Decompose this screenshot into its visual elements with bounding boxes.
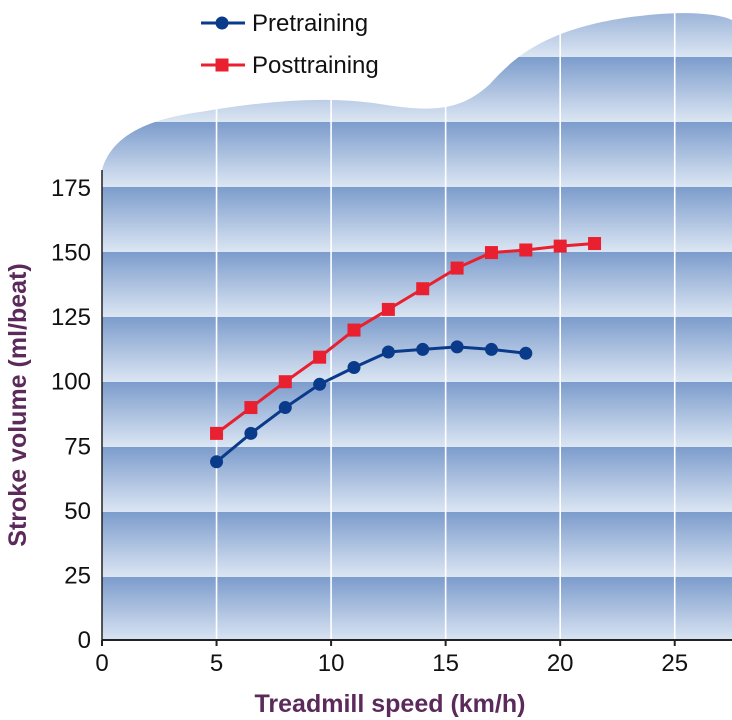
y-tick-label: 175 <box>51 175 91 202</box>
data-point-posttraining <box>416 282 430 296</box>
data-point-posttraining <box>484 246 498 260</box>
data-point-posttraining <box>210 426 224 440</box>
legend-item-posttraining: Posttraining <box>201 52 379 79</box>
x-tick-label: 0 <box>95 650 108 677</box>
data-point-posttraining <box>450 261 464 275</box>
data-point-pretraining <box>450 340 464 354</box>
y-tick-label: 100 <box>51 369 91 396</box>
y-tick-label: 50 <box>64 498 91 525</box>
data-point-posttraining <box>588 237 602 251</box>
tick-labels: 0 25 50 75 100 125 150 175 0 5 10 15 20 25 <box>51 175 688 677</box>
legend-label: Pretraining <box>252 10 368 37</box>
y-tick-label: 25 <box>64 562 91 589</box>
data-point-posttraining <box>313 350 327 364</box>
legend-marker <box>215 58 229 72</box>
x-tick-label: 5 <box>210 650 223 677</box>
data-point-pretraining <box>244 426 258 440</box>
plot-background <box>102 13 732 640</box>
axes <box>101 170 732 646</box>
series-line-pretraining <box>215 345 526 463</box>
series-posttraining <box>210 237 602 440</box>
data-point-posttraining <box>278 375 292 389</box>
data-point-posttraining <box>347 323 361 337</box>
data-point-pretraining <box>519 346 533 360</box>
y-tick-label: 125 <box>51 304 91 331</box>
legend-item-pretraining: Pretraining <box>201 10 368 37</box>
data-point-pretraining <box>210 455 224 469</box>
legend-marker <box>215 16 229 30</box>
series-pretraining <box>210 340 533 469</box>
series-layer <box>210 237 602 469</box>
data-point-pretraining <box>381 345 395 359</box>
y-axis-title: Stroke volume (ml/beat) <box>4 263 32 546</box>
y-tick-label: 0 <box>78 627 91 654</box>
y-tick-label: 75 <box>64 433 91 460</box>
x-tick-label: 25 <box>661 650 688 677</box>
data-point-posttraining <box>553 239 567 253</box>
data-point-pretraining <box>313 377 327 391</box>
x-tick-label: 20 <box>547 650 574 677</box>
data-point-posttraining <box>244 401 258 415</box>
legend-label: Posttraining <box>252 52 379 79</box>
legend: Pretraining Posttraining <box>201 10 379 79</box>
x-tick-label: 10 <box>318 650 345 677</box>
x-axis-title: Treadmill speed (km/h) <box>255 690 526 718</box>
data-point-pretraining <box>484 342 498 356</box>
data-point-posttraining <box>381 302 395 316</box>
data-point-pretraining <box>416 342 430 356</box>
data-point-posttraining <box>519 243 533 257</box>
data-point-pretraining <box>347 361 361 375</box>
data-point-pretraining <box>278 401 292 415</box>
y-tick-label: 150 <box>51 240 91 267</box>
x-tick-label: 15 <box>432 650 459 677</box>
